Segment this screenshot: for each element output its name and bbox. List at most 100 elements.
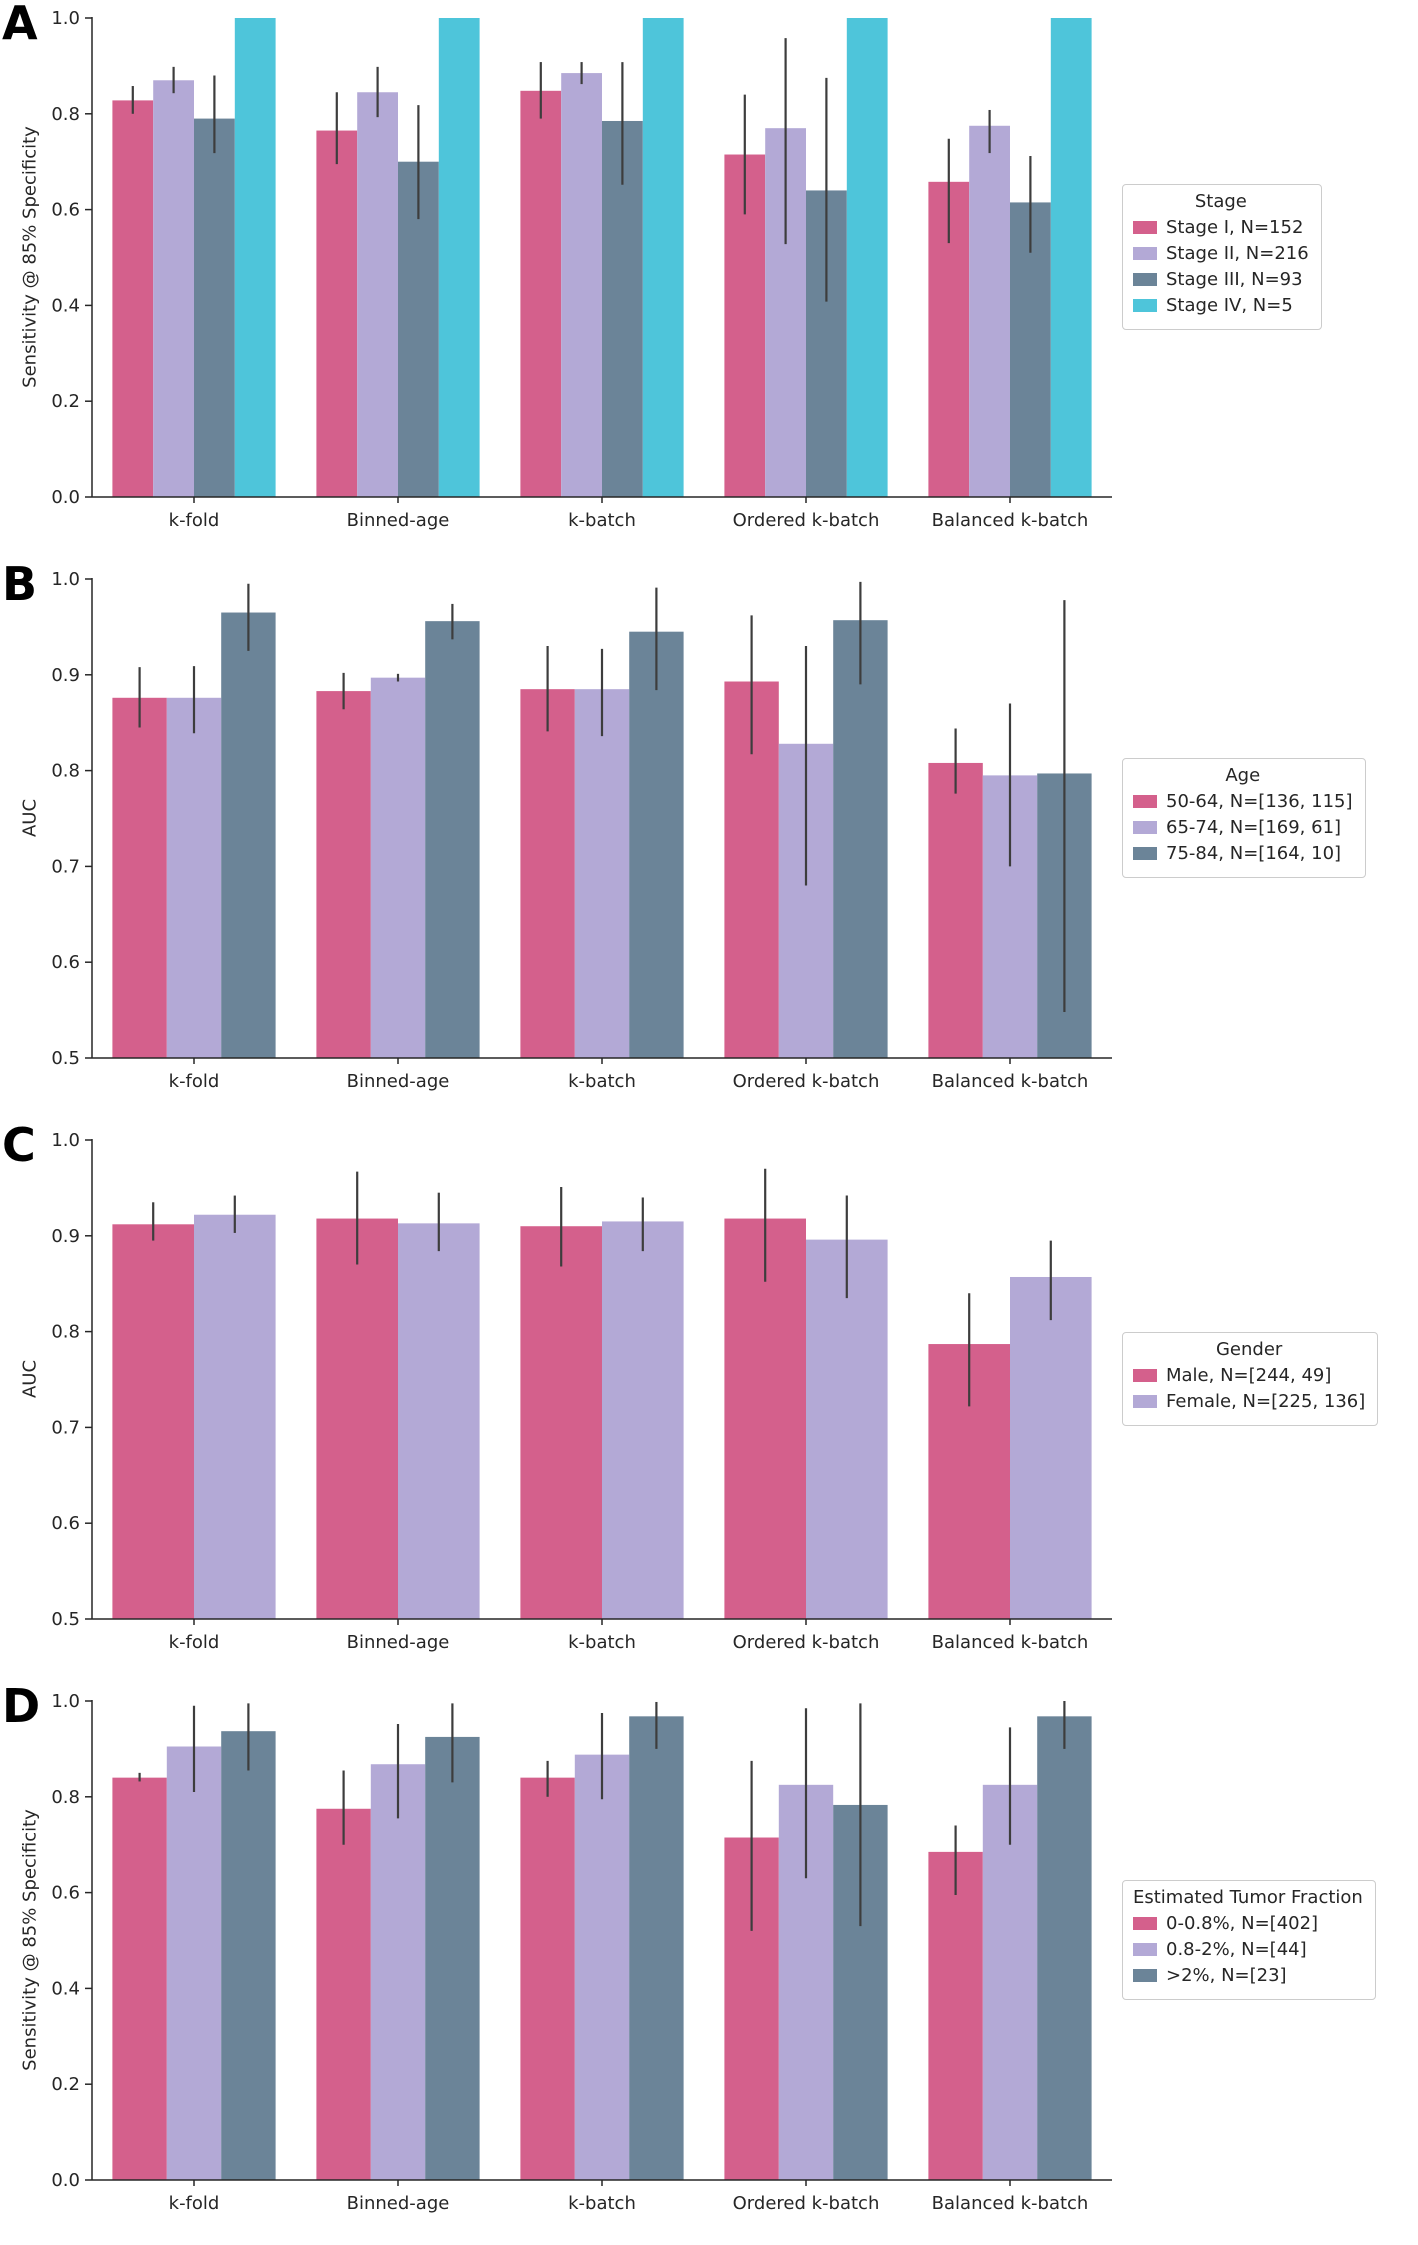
bar — [928, 762, 983, 1058]
x-tick-label: Ordered k-batch — [733, 2193, 880, 2214]
y-tick-label: 0.4 — [51, 1978, 80, 1999]
legend-item: 50-64, N=[136, 115] — [1133, 791, 1353, 812]
bar — [370, 1764, 426, 2180]
y-tick-label: 0.7 — [51, 1417, 80, 1438]
y-tick-label: 0.5 — [51, 1609, 80, 1630]
y-tick-label: 0.6 — [51, 952, 80, 973]
y-tick-label: 0.8 — [51, 761, 80, 782]
panel-a: A Sensitivity @ 85% Specificity 0.0 0.2 0.… — [0, 0, 1418, 561]
y-tick-label: 0.9 — [51, 665, 80, 686]
y-tick-label: 0.5 — [51, 1048, 80, 1069]
chart-b: 0.5 0.6 0.7 0.8 0.9 1.0 k-fold Binned-age k-batc… — [51, 569, 1112, 1092]
bar — [642, 18, 684, 497]
bar — [520, 1777, 575, 2180]
legend-item: 0-0.8%, N=[402] — [1133, 1913, 1363, 1934]
legend-item: 0.8-2%, N=[44] — [1133, 1939, 1363, 1960]
chart-d: 0.0 0.2 0.4 0.6 0.8 1.0 k-fold Binned-age k-batc… — [51, 1691, 1112, 2214]
x-tick-label: k-fold — [169, 1071, 220, 1092]
bar — [112, 1224, 194, 1619]
y-tick-label: 1.0 — [51, 1130, 80, 1151]
x-tick-label: k-batch — [568, 2193, 636, 2214]
legend-rows-b: 50-64, N=[136, 115] 65-74, N=[169, 61] 75-… — [1133, 791, 1353, 864]
panel-letter-a: A — [2, 0, 38, 50]
bar — [112, 697, 167, 1058]
legend-item: Female, N=[225, 136] — [1133, 1391, 1365, 1412]
y-tick-label: 0.9 — [51, 1226, 80, 1247]
legend-label: Stage III, N=93 — [1166, 269, 1303, 290]
x-tick-label: Ordered k-batch — [733, 1071, 880, 1092]
panel-letter-d: D — [2, 1679, 41, 1733]
x-tick-label: Balanced k-batch — [932, 2193, 1089, 2214]
legend-swatch — [1133, 847, 1157, 860]
legend-label: Stage I, N=152 — [1166, 217, 1304, 238]
y-tick-label: 0.6 — [51, 1883, 80, 1904]
legend-swatch — [1133, 247, 1157, 260]
legend-c: Gender Male, N=[244, 49] Female, N=[225, … — [1122, 1332, 1379, 1426]
bar — [234, 18, 276, 497]
x-tick-label: Binned-age — [347, 1071, 450, 1092]
x-tick-label: k-fold — [169, 2193, 220, 2214]
legend-rows-a: Stage I, N=152 Stage II, N=216 Stage III, … — [1133, 217, 1309, 316]
legend-swatch — [1133, 221, 1157, 234]
legend-item: >2%, N=[23] — [1133, 1965, 1363, 1986]
bar — [153, 80, 194, 498]
panel-d: D Sensitivity @ 85% Specificity 0.0 0.2 0.… — [0, 1683, 1418, 2244]
legend-a: Stage Stage I, N=152 Stage II, N=216 Stage… — [1122, 184, 1322, 330]
bar — [520, 90, 562, 497]
y-tick-label: 0.8 — [51, 1787, 80, 1808]
y-tick-label: 0.8 — [51, 1322, 80, 1343]
x-tick-label: Binned-age — [347, 1632, 450, 1653]
x-tick-label: k-fold — [169, 1632, 220, 1653]
y-tick-label: 0.8 — [51, 104, 80, 125]
bar — [194, 118, 235, 497]
bar — [520, 689, 575, 1058]
legend-label: Male, N=[244, 49] — [1166, 1365, 1332, 1386]
bar — [833, 620, 888, 1058]
panel-letter-b: B — [2, 557, 38, 611]
panel-letter-c: C — [2, 1118, 36, 1172]
y-tick-label: 1.0 — [51, 8, 80, 29]
bar — [425, 1736, 480, 2180]
y-tick-label: 0.7 — [51, 856, 80, 877]
bar — [574, 1754, 630, 2180]
y-tick-label: 0.4 — [51, 295, 80, 316]
legend-label: 75-84, N=[164, 10] — [1166, 843, 1342, 864]
bar — [316, 691, 371, 1058]
legend-label: Female, N=[225, 136] — [1166, 1391, 1366, 1412]
bar — [316, 1808, 371, 2180]
bar — [370, 677, 426, 1058]
x-tick-label: Balanced k-batch — [932, 1071, 1089, 1092]
legend-label: 0.8-2%, N=[44] — [1166, 1939, 1307, 1960]
bar — [221, 1731, 276, 2180]
legend-title-b: Age — [1225, 765, 1261, 786]
x-tick-label: Ordered k-batch — [733, 1632, 880, 1653]
bar — [166, 1746, 222, 2180]
legend-item: Stage III, N=93 — [1133, 269, 1309, 290]
panel-c: C AUC 0.5 0.6 0.7 0.8 0.9 1.0 k-fold Binned-age… — [0, 1122, 1418, 1683]
bar — [629, 1716, 684, 2180]
legend-label: 50-64, N=[136, 115] — [1166, 791, 1353, 812]
bar — [221, 612, 276, 1058]
x-tick-label: k-fold — [169, 510, 220, 531]
legend-swatch — [1133, 821, 1157, 834]
bar — [438, 18, 480, 497]
legend-title-a: Stage — [1194, 191, 1247, 212]
bar — [316, 130, 358, 497]
legend-item: Stage I, N=152 — [1133, 217, 1309, 238]
x-tick-label: Ordered k-batch — [733, 510, 880, 531]
bar — [357, 92, 398, 497]
panel-b: B AUC 0.5 0.6 0.7 0.8 0.9 1.0 k-fold Binned-age… — [0, 561, 1418, 1122]
legend-swatch — [1133, 273, 1157, 286]
bar — [1037, 1716, 1092, 2180]
bar — [1050, 18, 1092, 497]
legend-swatch — [1133, 1395, 1157, 1408]
bar — [969, 125, 1010, 498]
bar — [846, 18, 888, 497]
legend-swatch — [1133, 1969, 1157, 1982]
bar — [574, 689, 630, 1058]
legend-item: Stage II, N=216 — [1133, 243, 1309, 264]
legend-label: Stage II, N=216 — [1166, 243, 1309, 264]
legend-label: 65-74, N=[169, 61] — [1166, 817, 1342, 838]
bar — [1010, 1276, 1092, 1619]
